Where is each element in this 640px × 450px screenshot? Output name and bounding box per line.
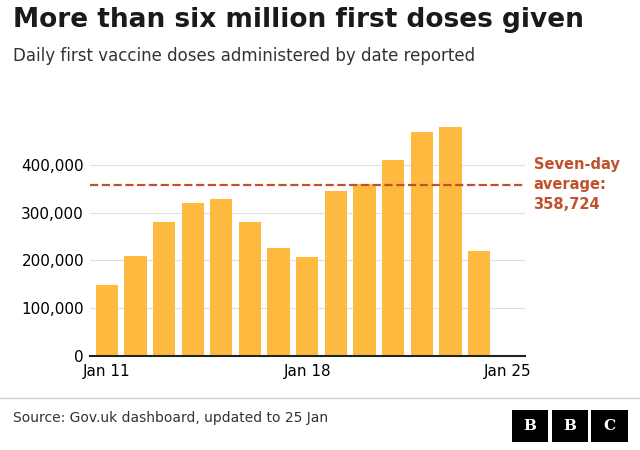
Bar — [411, 132, 433, 356]
Bar — [324, 191, 347, 356]
Text: C: C — [604, 418, 616, 433]
Bar — [268, 248, 290, 356]
Bar — [210, 199, 232, 356]
Bar — [296, 257, 318, 356]
Text: Seven-day
average:
358,724: Seven-day average: 358,724 — [534, 158, 620, 212]
Bar — [382, 160, 404, 356]
Text: Source: Gov.uk dashboard, updated to 25 Jan: Source: Gov.uk dashboard, updated to 25 … — [13, 410, 328, 425]
Bar — [153, 222, 175, 356]
Text: B: B — [563, 418, 577, 433]
Bar — [239, 222, 261, 356]
Text: More than six million first doses given: More than six million first doses given — [13, 7, 584, 33]
Text: B: B — [524, 418, 537, 433]
Text: Daily first vaccine doses administered by date reported: Daily first vaccine doses administered b… — [13, 47, 475, 65]
Bar — [439, 127, 461, 356]
Bar — [95, 285, 118, 356]
Bar — [353, 184, 376, 356]
Bar — [182, 203, 204, 356]
Bar — [124, 256, 147, 356]
Bar — [468, 251, 490, 356]
